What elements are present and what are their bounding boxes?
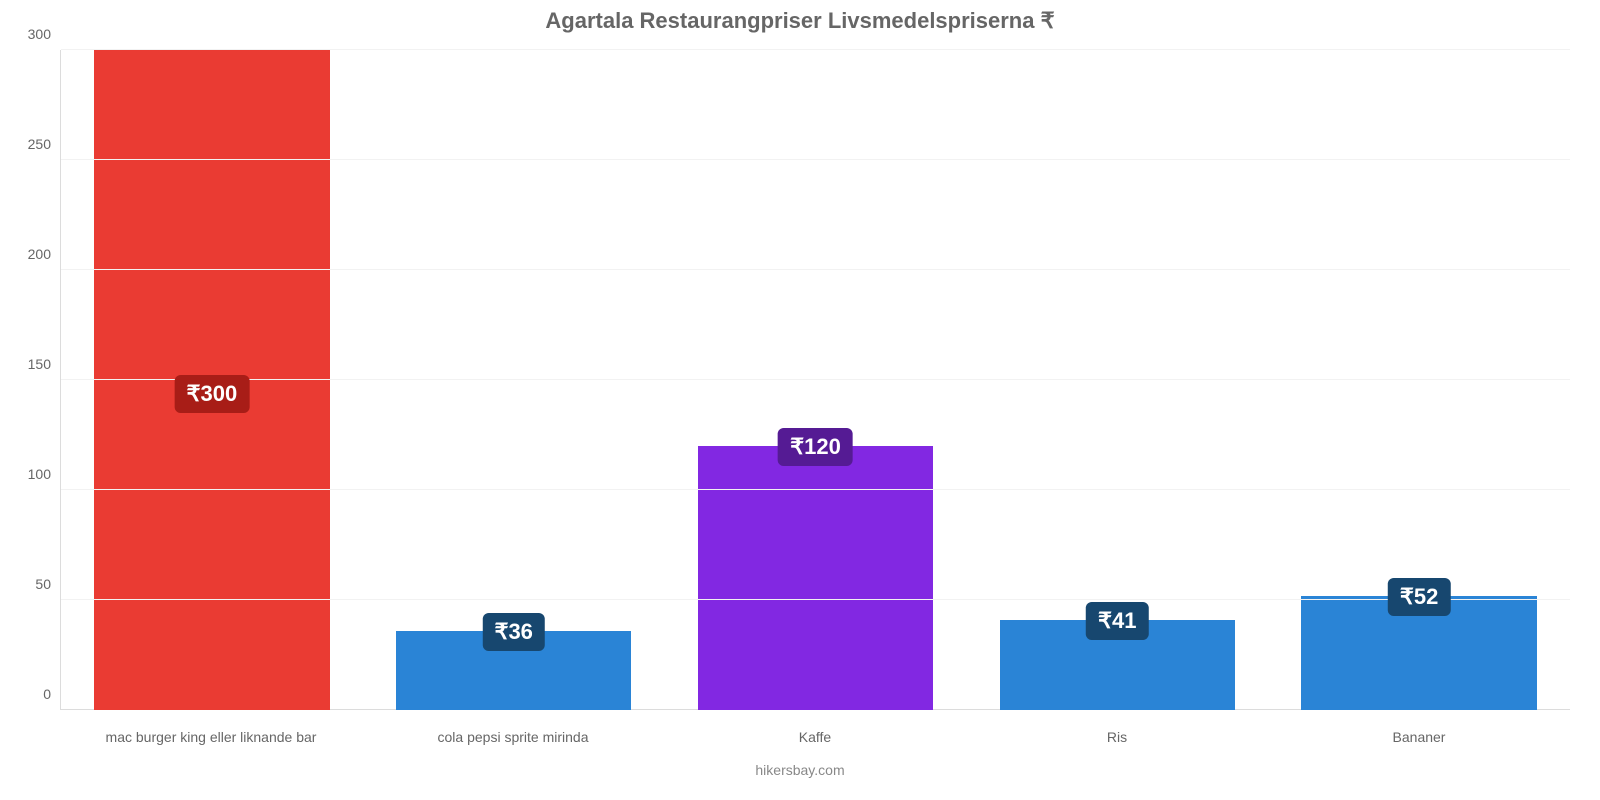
ytick-label: 0: [43, 686, 61, 702]
bar: [698, 446, 933, 710]
value-badge: ₹52: [1388, 578, 1450, 616]
ytick-label: 200: [28, 246, 61, 262]
xtick-label: Bananer: [1268, 729, 1570, 745]
x-axis-labels: mac burger king eller liknande barcola p…: [60, 729, 1570, 745]
xtick-label: mac burger king eller liknande bar: [60, 729, 362, 745]
ytick-label: 50: [35, 576, 61, 592]
ytick-label: 300: [28, 26, 61, 42]
gridline: [61, 49, 1570, 50]
gridline: [61, 379, 1570, 380]
chart-footer: hikersbay.com: [0, 762, 1600, 778]
xtick-label: cola pepsi sprite mirinda: [362, 729, 664, 745]
gridline: [61, 269, 1570, 270]
bar-slot: ₹36: [363, 50, 665, 710]
bar-slot: ₹52: [1268, 50, 1570, 710]
bar-slot: ₹300: [61, 50, 363, 710]
plot-area: ₹300₹36₹120₹41₹52 050100150200250300: [60, 50, 1570, 710]
gridline: [61, 489, 1570, 490]
gridline: [61, 599, 1570, 600]
value-badge: ₹300: [175, 375, 250, 413]
ytick-label: 150: [28, 356, 61, 372]
xtick-label: Ris: [966, 729, 1268, 745]
value-badge: ₹41: [1086, 602, 1148, 640]
price-bar-chart: Agartala Restaurangpriser Livsmedelspris…: [0, 0, 1600, 800]
ytick-label: 250: [28, 136, 61, 152]
bar-slot: ₹41: [966, 50, 1268, 710]
bars-container: ₹300 ₹36 ₹120 ₹41 ₹52: [61, 50, 1570, 710]
value-badge: ₹36: [482, 613, 544, 651]
ytick-label: 100: [28, 466, 61, 482]
gridline: [61, 159, 1570, 160]
chart-title: Agartala Restaurangpriser Livsmedelspris…: [0, 8, 1600, 34]
xtick-label: Kaffe: [664, 729, 966, 745]
bar-slot: ₹120: [665, 50, 967, 710]
value-badge: ₹120: [778, 428, 853, 466]
